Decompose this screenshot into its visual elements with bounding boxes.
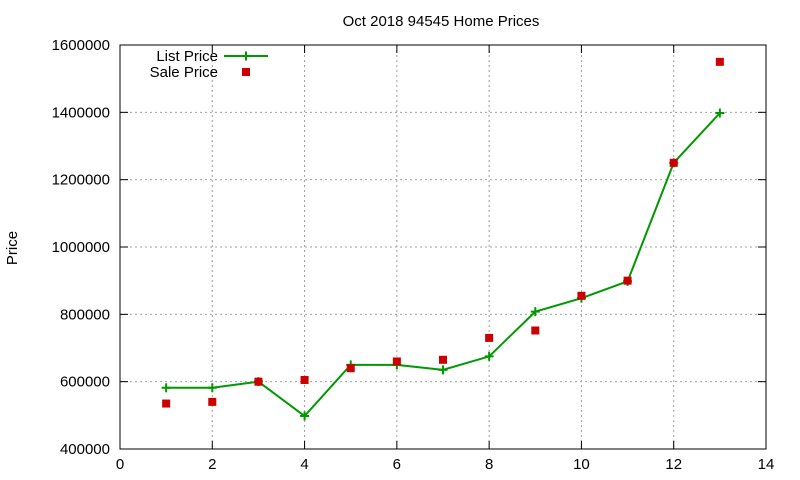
y-tick-label: 1600000 (52, 37, 110, 54)
sale-price-point (392, 357, 401, 366)
x-tick-label: 10 (573, 456, 590, 473)
y-tick-label: 1200000 (52, 172, 110, 189)
sale-price-point (439, 355, 447, 364)
list-price-point (530, 307, 540, 317)
sale-price-point (208, 397, 217, 406)
sale-price-point (346, 364, 355, 373)
list-price-point (484, 351, 494, 361)
sale-price-point (623, 276, 632, 285)
legend-marker-swatch (241, 51, 251, 61)
sale-price-point (531, 326, 540, 335)
list-price-point (161, 383, 171, 393)
legend-label: List Price (156, 48, 218, 65)
sale-price-point (577, 291, 586, 300)
series-sale-price (162, 57, 724, 408)
y-tick-label: 1000000 (52, 239, 110, 256)
series-list-price (161, 108, 725, 421)
x-tick-label: 4 (300, 456, 308, 473)
chart-title: Oct 2018 94545 Home Prices (343, 13, 540, 30)
sale-price-point (254, 377, 263, 386)
grid-layer (120, 45, 766, 449)
x-tick-label: 14 (758, 456, 775, 473)
sale-price-point (300, 375, 309, 384)
legend-label: Sale Price (150, 64, 218, 81)
list-price-point (715, 108, 725, 118)
sale-price-point (485, 333, 494, 342)
x-tick-label: 2 (208, 456, 216, 473)
y-axis-label: Price (4, 231, 21, 265)
x-tick-label: 8 (485, 456, 493, 473)
y-tick-label: 1400000 (52, 104, 110, 121)
y-tick-label: 400000 (60, 441, 110, 458)
sale-price-point (669, 158, 678, 167)
x-tick-label: 12 (665, 456, 682, 473)
x-tick-label: 6 (393, 456, 401, 473)
sale-price-point (715, 57, 724, 66)
legend-marker-swatch (242, 68, 250, 76)
axis-layer: 0 2 4 6 8 10 12 14 400000 600000 800000 1000000 1200… (52, 37, 775, 473)
list-price-point (438, 365, 448, 375)
list-price-point (300, 411, 310, 421)
y-tick-label: 800000 (60, 306, 110, 323)
y-tick-label: 600000 (60, 374, 110, 391)
list-price-point (207, 383, 217, 393)
series-layer (161, 57, 725, 421)
x-tick-label: 0 (116, 456, 124, 473)
sale-price-point (162, 399, 171, 408)
